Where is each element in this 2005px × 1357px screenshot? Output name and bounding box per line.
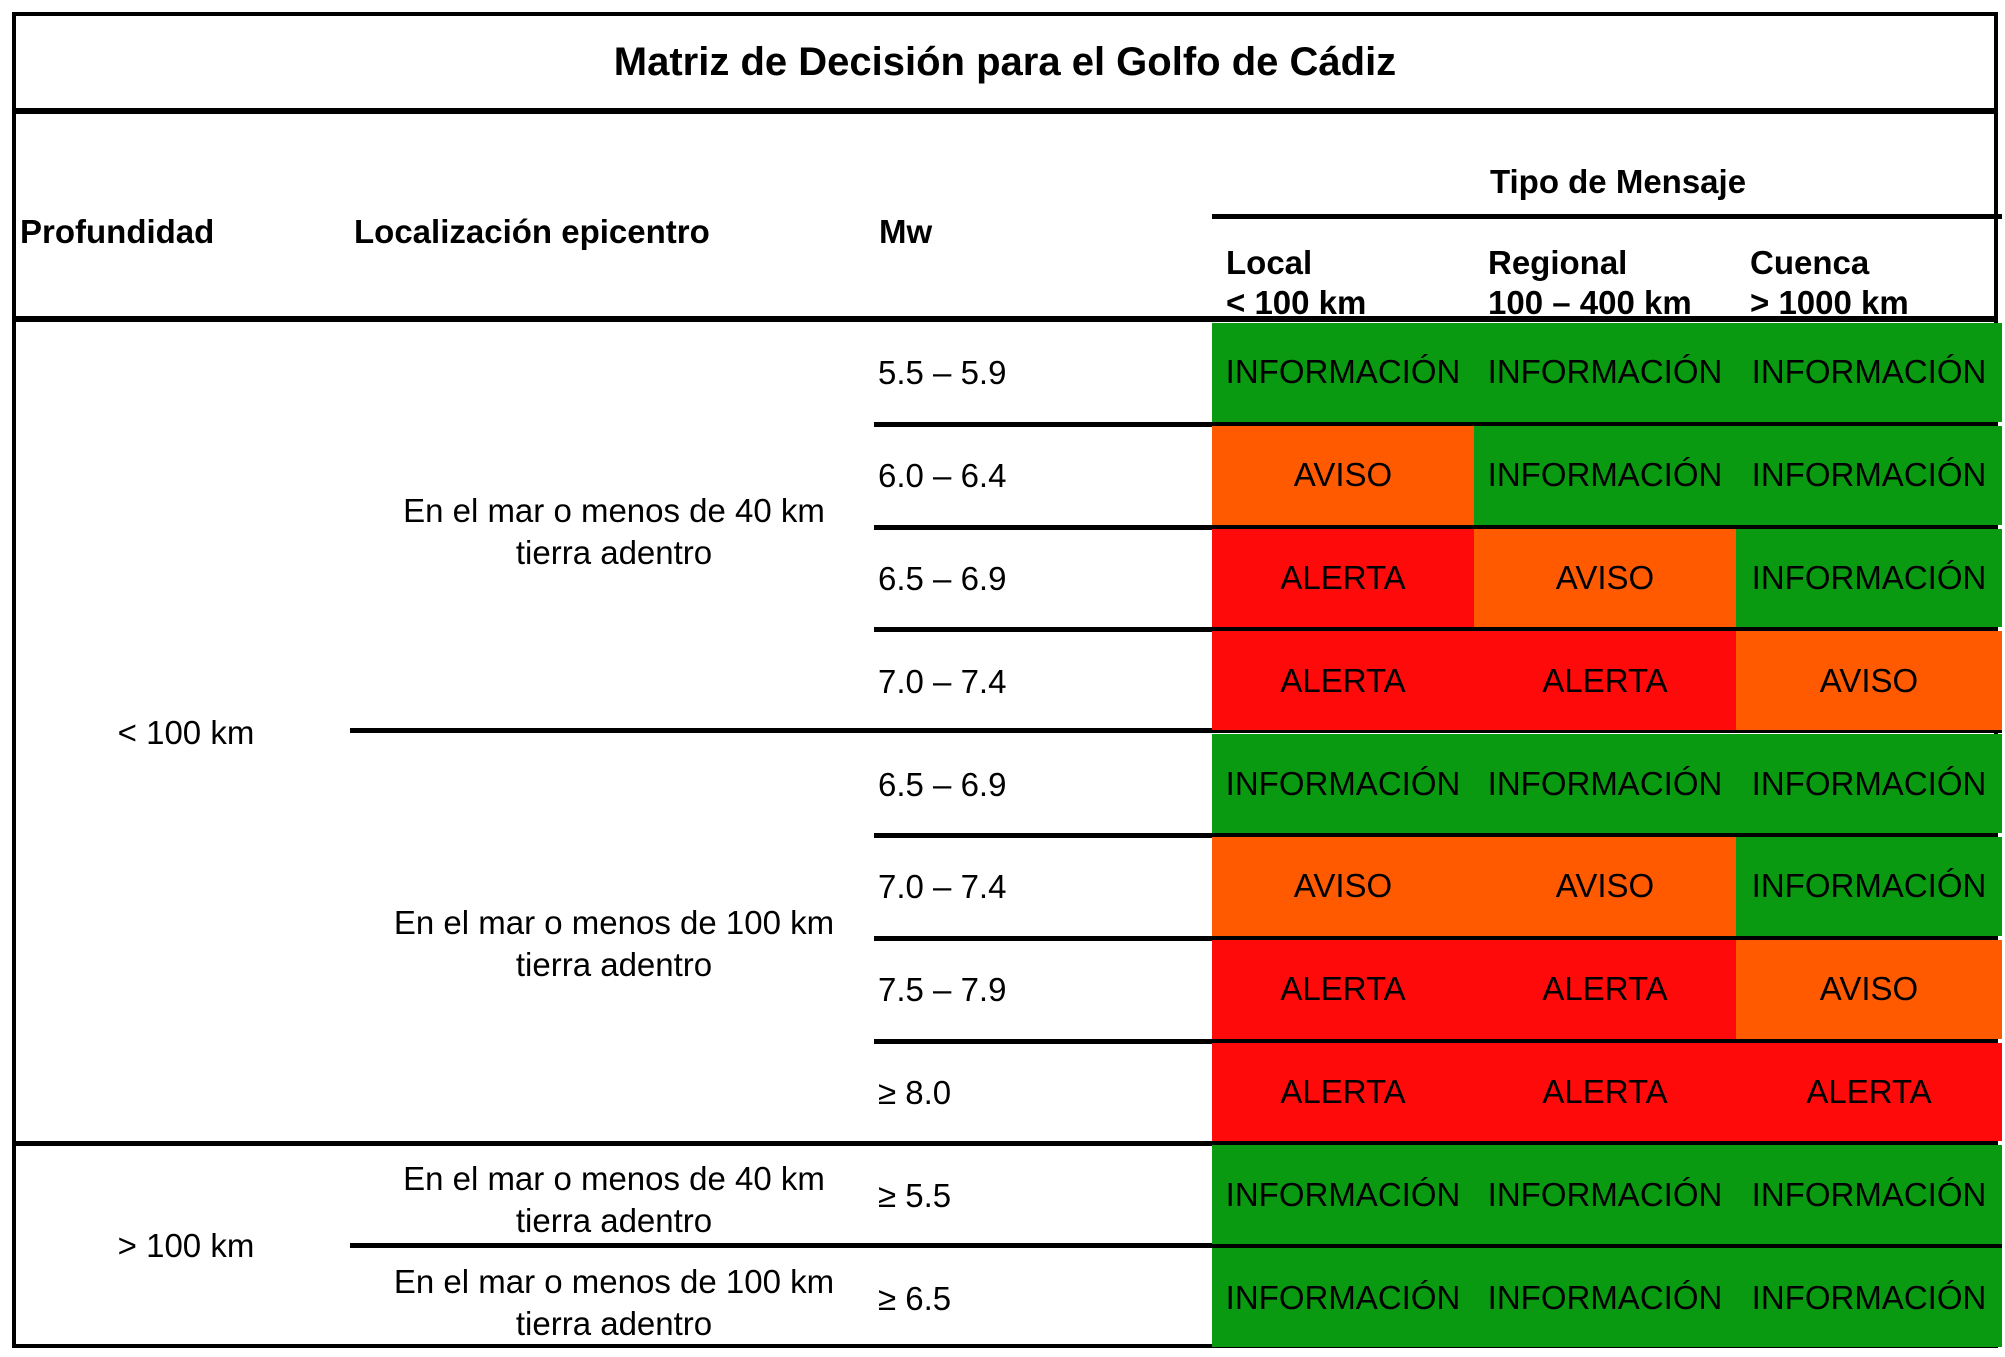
message-cell-informacion: INFORMACIÓN xyxy=(1474,734,1736,833)
message-cell-informacion: INFORMACIÓN xyxy=(1474,1248,1736,1347)
location-label-line1: En el mar o menos de 100 km xyxy=(393,1263,835,1300)
header-localizacion: Localización epicentro xyxy=(354,213,710,250)
location-label-line2: tierra adentro xyxy=(515,1305,713,1342)
message-cell-alerta: ALERTA xyxy=(1736,1042,2002,1142)
mw-value: 6.5 – 6.9 xyxy=(878,765,1007,803)
message-cell-informacion: INFORMACIÓN xyxy=(1736,425,2002,525)
message-cell-alerta: ALERTA xyxy=(1212,1042,1474,1142)
message-cell-aviso: AVISO xyxy=(1474,837,1736,936)
message-cell-alerta: ALERTA xyxy=(1474,939,1736,1039)
mw-value: 5.5 – 5.9 xyxy=(878,354,1007,392)
row-divider xyxy=(874,421,1994,427)
message-cell-informacion: INFORMACIÓN xyxy=(1736,1145,2002,1245)
mw-value: ≥ 5.5 xyxy=(878,1176,952,1214)
depth-label-gt100: > 100 km xyxy=(117,1227,255,1264)
location-label: En el mar o menos de 40 km tierra adentr… xyxy=(354,1158,874,1242)
row-divider xyxy=(874,935,1994,941)
header-col-local-line2: < 100 km xyxy=(1226,284,1367,321)
depth-group-divider xyxy=(16,1141,1994,1146)
table-title: Matriz de Decisión para el Golfo de Cádi… xyxy=(16,16,1994,114)
mw-value: 7.0 – 7.4 xyxy=(878,662,1007,700)
message-cell-alerta: ALERTA xyxy=(1212,528,1474,628)
header-col-regional: Regional 100 – 400 km xyxy=(1488,243,1692,323)
header-profundidad: Profundidad xyxy=(20,213,215,250)
header-col-local: Local < 100 km xyxy=(1226,243,1366,323)
message-cell-informacion: INFORMACIÓN xyxy=(1474,425,1736,525)
mw-value: ≥ 6.5 xyxy=(878,1279,952,1317)
location-label-line2: tierra adentro xyxy=(515,1202,713,1239)
message-cell-informacion: INFORMACIÓN xyxy=(1474,323,1736,422)
message-cell-aviso: AVISO xyxy=(1212,425,1474,525)
header-col-cuenca-line1: Cuenca xyxy=(1750,244,1870,281)
message-cell-alerta: ALERTA xyxy=(1212,631,1474,731)
location-label: En el mar o menos de 40 km tierra adentr… xyxy=(354,490,874,574)
row-divider xyxy=(874,627,1994,633)
message-cell-informacion: INFORMACIÓN xyxy=(1212,1145,1474,1245)
location-label-line1: En el mar o menos de 40 km xyxy=(403,1160,825,1197)
header-tipo-mensaje: Tipo de Mensaje xyxy=(1489,163,1747,200)
message-cell-informacion: INFORMACIÓN xyxy=(1736,837,2002,936)
message-cell-aviso: AVISO xyxy=(1474,528,1736,628)
message-cell-alerta: ALERTA xyxy=(1474,1042,1736,1142)
tipo-mensaje-divider xyxy=(1212,214,2002,219)
header-col-regional-line1: Regional xyxy=(1488,244,1628,281)
mw-value: 6.5 – 6.9 xyxy=(878,560,1007,597)
row-divider xyxy=(874,1038,1994,1044)
location-group-divider xyxy=(350,1243,2002,1248)
header-col-local-line1: Local xyxy=(1226,244,1313,281)
header-bottom-rule xyxy=(16,316,1994,322)
mw-value: 6.0 – 6.4 xyxy=(878,457,1007,495)
message-cell-aviso: AVISO xyxy=(1212,837,1474,936)
row-divider xyxy=(874,833,1994,838)
header-mw: Mw xyxy=(879,213,933,250)
location-group-divider xyxy=(350,728,2002,733)
mw-value: ≥ 8.0 xyxy=(878,1074,952,1111)
message-cell-informacion: INFORMACIÓN xyxy=(1212,323,1474,422)
message-cell-informacion: INFORMACIÓN xyxy=(1736,734,2002,833)
mw-value: 7.0 – 7.4 xyxy=(878,868,1007,906)
message-cell-informacion: INFORMACIÓN xyxy=(1736,1248,2002,1347)
message-cell-alerta: ALERTA xyxy=(1212,939,1474,1039)
header-col-regional-line2: 100 – 400 km xyxy=(1488,284,1692,321)
mw-value: 7.5 – 7.9 xyxy=(878,971,1007,1009)
message-cell-informacion: INFORMACIÓN xyxy=(1212,1248,1474,1347)
location-label-line2: tierra adentro xyxy=(515,946,713,983)
depth-label-lt100: < 100 km xyxy=(117,714,255,751)
row-divider xyxy=(874,524,1994,530)
message-cell-informacion: INFORMACIÓN xyxy=(1736,323,2002,422)
message-cell-aviso: AVISO xyxy=(1736,939,2002,1039)
message-cell-alerta: ALERTA xyxy=(1474,631,1736,731)
location-label-line1: En el mar o menos de 100 km xyxy=(393,904,835,941)
location-label-line2: tierra adentro xyxy=(515,534,713,571)
header-col-cuenca-line2: > 1000 km xyxy=(1750,284,1909,321)
message-cell-informacion: INFORMACIÓN xyxy=(1212,734,1474,833)
header-col-cuenca: Cuenca > 1000 km xyxy=(1750,243,1909,323)
decision-matrix-table: Matriz de Decisión para el Golfo de Cádi… xyxy=(12,12,2002,1348)
location-label: En el mar o menos de 100 km tierra adent… xyxy=(354,1261,874,1345)
message-cell-informacion: INFORMACIÓN xyxy=(1474,1145,1736,1245)
location-label-line1: En el mar o menos de 40 km xyxy=(403,492,825,529)
message-cell-informacion: INFORMACIÓN xyxy=(1736,528,2002,628)
location-label: En el mar o menos de 100 km tierra adent… xyxy=(354,902,874,986)
message-cell-aviso: AVISO xyxy=(1736,631,2002,731)
